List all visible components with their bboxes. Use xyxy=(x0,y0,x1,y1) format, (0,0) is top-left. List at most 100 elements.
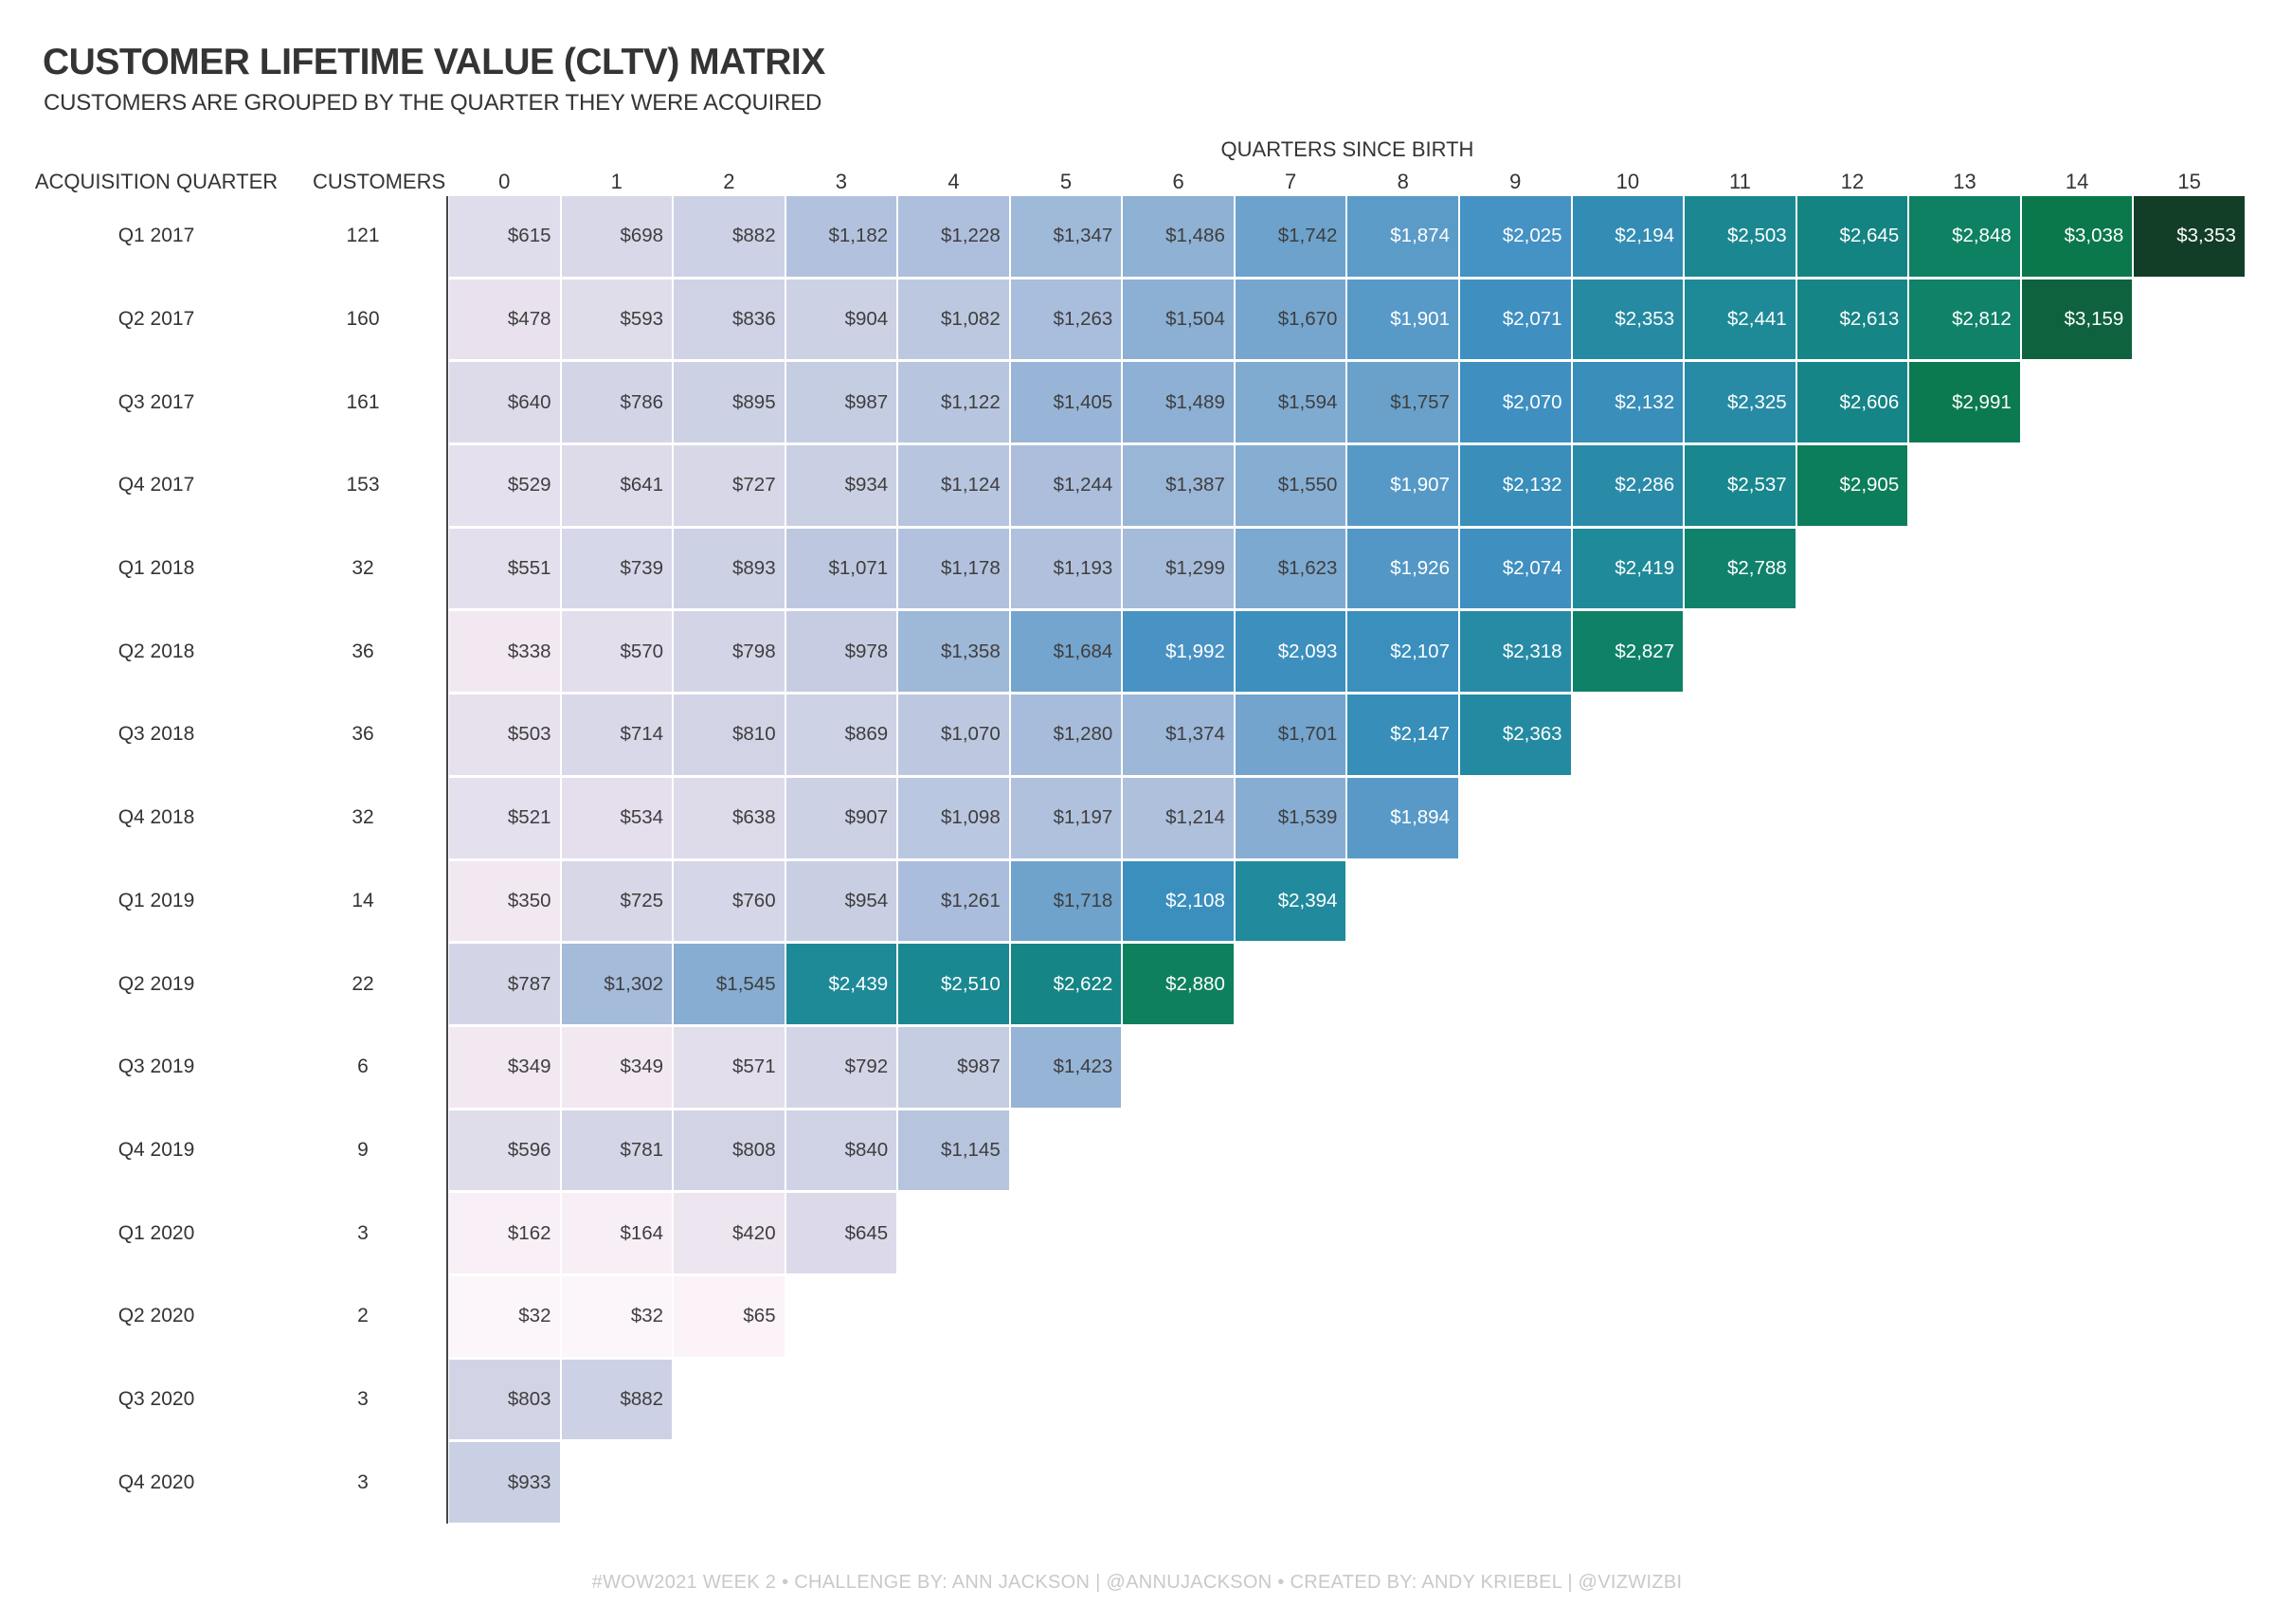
cltv-cell[interactable]: $2,363 xyxy=(1460,695,1571,775)
cltv-cell[interactable]: $882 xyxy=(561,1359,673,1440)
cltv-cell[interactable]: $836 xyxy=(674,279,785,360)
cltv-cell[interactable]: $349 xyxy=(561,1026,673,1108)
cltv-cell[interactable]: $1,539 xyxy=(1235,777,1346,858)
cltv-cell[interactable]: $2,147 xyxy=(1347,695,1458,775)
cltv-cell[interactable]: $2,074 xyxy=(1460,528,1571,609)
cltv-cell[interactable]: $349 xyxy=(449,1026,560,1108)
cltv-cell[interactable]: $571 xyxy=(674,1026,785,1108)
cltv-cell[interactable]: $641 xyxy=(561,445,673,526)
cltv-cell[interactable]: $2,394 xyxy=(1235,860,1346,942)
cltv-cell[interactable]: $978 xyxy=(785,611,897,693)
cltv-cell[interactable]: $3,353 xyxy=(2134,196,2245,277)
cltv-cell[interactable]: $1,701 xyxy=(1235,695,1346,775)
cltv-cell[interactable]: $1,907 xyxy=(1347,445,1458,526)
cltv-cell[interactable]: $1,347 xyxy=(1010,196,1122,277)
cltv-cell[interactable]: $725 xyxy=(561,860,673,942)
cltv-cell[interactable]: $2,132 xyxy=(1460,445,1571,526)
cltv-cell[interactable]: $1,214 xyxy=(1123,777,1234,858)
cltv-cell[interactable]: $954 xyxy=(785,860,897,942)
cltv-cell[interactable]: $810 xyxy=(674,695,785,775)
cltv-cell[interactable]: $551 xyxy=(449,528,560,609)
cltv-cell[interactable]: $1,098 xyxy=(898,777,1009,858)
cltv-cell[interactable]: $2,827 xyxy=(1572,611,1684,693)
cltv-cell[interactable]: $338 xyxy=(449,611,560,693)
cltv-cell[interactable]: $934 xyxy=(785,445,897,526)
cltv-cell[interactable]: $2,645 xyxy=(1796,196,1908,277)
cltv-cell[interactable]: $65 xyxy=(674,1275,785,1357)
cltv-cell[interactable]: $1,894 xyxy=(1347,777,1458,858)
cltv-cell[interactable]: $1,182 xyxy=(785,196,897,277)
cltv-cell[interactable]: $1,197 xyxy=(1010,777,1122,858)
cltv-cell[interactable]: $1,742 xyxy=(1235,196,1346,277)
cltv-cell[interactable]: $2,880 xyxy=(1123,944,1234,1024)
cltv-cell[interactable]: $2,905 xyxy=(1796,445,1908,526)
cltv-cell[interactable]: $2,318 xyxy=(1460,611,1571,693)
cltv-cell[interactable]: $1,302 xyxy=(561,944,673,1024)
cltv-cell[interactable]: $1,670 xyxy=(1235,279,1346,360)
cltv-cell[interactable]: $781 xyxy=(561,1110,673,1191)
cltv-cell[interactable]: $1,228 xyxy=(898,196,1009,277)
cltv-cell[interactable]: $593 xyxy=(561,279,673,360)
cltv-cell[interactable]: $1,684 xyxy=(1010,611,1122,693)
cltv-cell[interactable]: $1,124 xyxy=(898,445,1009,526)
cltv-cell[interactable]: $714 xyxy=(561,695,673,775)
cltv-cell[interactable]: $638 xyxy=(674,777,785,858)
cltv-cell[interactable]: $1,486 xyxy=(1123,196,1234,277)
cltv-cell[interactable]: $869 xyxy=(785,695,897,775)
cltv-cell[interactable]: $1,358 xyxy=(898,611,1009,693)
cltv-cell[interactable]: $895 xyxy=(674,362,785,443)
cltv-cell[interactable]: $1,718 xyxy=(1010,860,1122,942)
cltv-cell[interactable]: $350 xyxy=(449,860,560,942)
cltv-cell[interactable]: $615 xyxy=(449,196,560,277)
cltv-cell[interactable]: $739 xyxy=(561,528,673,609)
cltv-cell[interactable]: $1,623 xyxy=(1235,528,1346,609)
cltv-cell[interactable]: $1,901 xyxy=(1347,279,1458,360)
cltv-cell[interactable]: $1,082 xyxy=(898,279,1009,360)
cltv-cell[interactable]: $162 xyxy=(449,1193,560,1273)
cltv-cell[interactable]: $1,594 xyxy=(1235,362,1346,443)
cltv-cell[interactable]: $933 xyxy=(449,1442,560,1524)
cltv-cell[interactable]: $2,441 xyxy=(1685,279,1796,360)
cltv-cell[interactable]: $1,374 xyxy=(1123,695,1234,775)
cltv-cell[interactable]: $164 xyxy=(561,1193,673,1273)
cltv-cell[interactable]: $1,757 xyxy=(1347,362,1458,443)
cltv-cell[interactable]: $570 xyxy=(561,611,673,693)
cltv-cell[interactable]: $32 xyxy=(561,1275,673,1357)
cltv-cell[interactable]: $503 xyxy=(449,695,560,775)
cltv-cell[interactable]: $2,325 xyxy=(1685,362,1796,443)
cltv-cell[interactable]: $2,286 xyxy=(1572,445,1684,526)
cltv-cell[interactable]: $2,991 xyxy=(1909,362,2020,443)
cltv-cell[interactable]: $521 xyxy=(449,777,560,858)
cltv-cell[interactable]: $2,025 xyxy=(1460,196,1571,277)
cltv-cell[interactable]: $808 xyxy=(674,1110,785,1191)
cltv-cell[interactable]: $1,423 xyxy=(1010,1026,1122,1108)
cltv-cell[interactable]: $1,070 xyxy=(898,695,1009,775)
cltv-cell[interactable]: $2,093 xyxy=(1235,611,1346,693)
cltv-cell[interactable]: $2,503 xyxy=(1685,196,1796,277)
cltv-cell[interactable]: $3,038 xyxy=(2021,196,2133,277)
cltv-cell[interactable]: $904 xyxy=(785,279,897,360)
cltv-cell[interactable]: $2,788 xyxy=(1685,528,1796,609)
cltv-cell[interactable]: $2,812 xyxy=(1909,279,2020,360)
cltv-cell[interactable]: $1,261 xyxy=(898,860,1009,942)
cltv-cell[interactable]: $1,299 xyxy=(1123,528,1234,609)
cltv-cell[interactable]: $534 xyxy=(561,777,673,858)
cltv-cell[interactable]: $803 xyxy=(449,1359,560,1440)
cltv-cell[interactable]: $787 xyxy=(449,944,560,1024)
cltv-cell[interactable]: $2,194 xyxy=(1572,196,1684,277)
cltv-cell[interactable]: $2,071 xyxy=(1460,279,1571,360)
cltv-cell[interactable]: $2,622 xyxy=(1010,944,1122,1024)
cltv-cell[interactable]: $2,108 xyxy=(1123,860,1234,942)
cltv-cell[interactable]: $2,132 xyxy=(1572,362,1684,443)
cltv-cell[interactable]: $760 xyxy=(674,860,785,942)
cltv-cell[interactable]: $727 xyxy=(674,445,785,526)
cltv-cell[interactable]: $786 xyxy=(561,362,673,443)
cltv-cell[interactable]: $1,387 xyxy=(1123,445,1234,526)
cltv-cell[interactable]: $1,263 xyxy=(1010,279,1122,360)
cltv-cell[interactable]: $798 xyxy=(674,611,785,693)
cltv-cell[interactable]: $1,193 xyxy=(1010,528,1122,609)
cltv-cell[interactable]: $645 xyxy=(785,1193,897,1273)
cltv-cell[interactable]: $792 xyxy=(785,1026,897,1108)
cltv-cell[interactable]: $2,606 xyxy=(1796,362,1908,443)
cltv-cell[interactable]: $1,405 xyxy=(1010,362,1122,443)
